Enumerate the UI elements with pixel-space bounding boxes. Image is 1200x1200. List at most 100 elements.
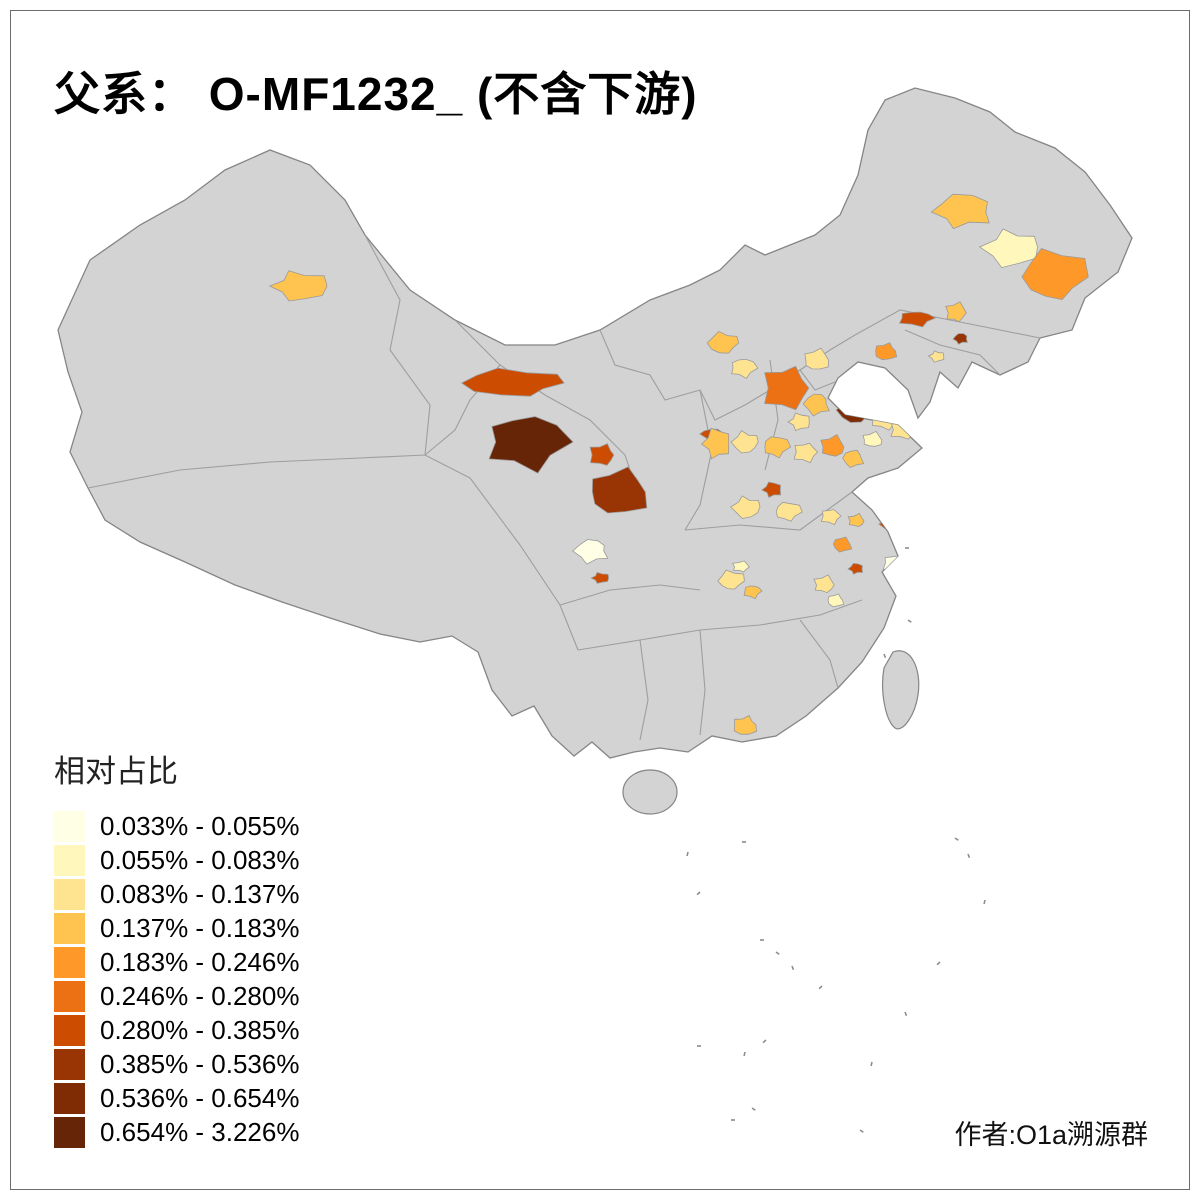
legend-swatch [54, 946, 85, 978]
map-region [875, 342, 898, 361]
legend-class-label: 0.055% - 0.083% [100, 844, 300, 875]
legend-class-label: 0.137% - 0.183% [100, 912, 300, 943]
map-region [842, 449, 865, 468]
map-region [978, 228, 1038, 269]
map-region [804, 347, 829, 370]
hainan-island [622, 769, 678, 815]
islet [859, 1129, 864, 1133]
map-region [764, 365, 810, 411]
map-region [764, 436, 792, 459]
islet [954, 837, 959, 841]
map-region [268, 270, 328, 302]
map-region [827, 593, 845, 608]
map-region [460, 367, 565, 397]
islet [818, 985, 823, 990]
legend-row: 0.083% - 0.137% [54, 877, 299, 911]
islet [696, 891, 701, 896]
legend-class-label: 0.536% - 0.654% [100, 1082, 300, 1113]
map-region [590, 572, 610, 584]
map-region [945, 301, 967, 323]
legend-class-label: 0.083% - 0.137% [100, 878, 300, 909]
legend-row: 0.183% - 0.246% [54, 945, 299, 979]
map-region [898, 311, 937, 328]
islet [870, 1061, 873, 1067]
legend-class-label: 0.654% - 3.226% [100, 1116, 300, 1147]
legend-row: 0.033% - 0.055% [54, 809, 299, 843]
china-mainland-shape [57, 87, 1133, 759]
islet [775, 951, 780, 955]
islet [983, 899, 986, 905]
map-region [761, 481, 782, 498]
map-region [927, 350, 945, 363]
map-region [820, 433, 845, 457]
legend-swatch [54, 810, 85, 842]
map-region [862, 430, 883, 447]
map-region [743, 585, 763, 600]
legend-row: 0.246% - 0.280% [54, 979, 299, 1013]
map-region [589, 443, 615, 466]
map-region [930, 193, 990, 230]
islet [762, 1039, 767, 1044]
map-region [700, 427, 730, 460]
map-region [793, 442, 819, 464]
map-region [731, 560, 750, 573]
islet [904, 1011, 908, 1017]
map-region [882, 555, 911, 574]
legend-row: 0.137% - 0.183% [54, 911, 299, 945]
map-region [802, 393, 830, 417]
legend-row: 0.280% - 0.385% [54, 1013, 299, 1047]
colored-prefectures [268, 193, 1089, 735]
map-region [591, 466, 648, 514]
map-region [847, 512, 865, 528]
legend-title: 相对占比 [54, 754, 178, 789]
map-region [733, 715, 757, 735]
map-region [730, 495, 761, 519]
attribution: 作者:O1a溯源群 [954, 1120, 1148, 1150]
map-region [952, 333, 968, 345]
map-region [867, 481, 897, 502]
legend-class-label: 0.385% - 0.536% [100, 1048, 300, 1079]
legend-swatch [54, 878, 85, 910]
legend-row: 0.055% - 0.083% [54, 843, 299, 877]
legend-row: 0.385% - 0.536% [54, 1047, 299, 1081]
legend-row: 0.654% - 3.226% [54, 1115, 299, 1149]
map-region [775, 501, 803, 522]
legend-class-label: 0.183% - 0.246% [100, 946, 300, 977]
legend-class-label: 0.033% - 0.055% [100, 810, 300, 841]
islet [751, 1107, 756, 1111]
map-region [488, 416, 574, 474]
map-region [731, 358, 759, 380]
map-region [572, 539, 609, 565]
islet [936, 961, 941, 966]
legend-swatch [54, 1014, 85, 1046]
legend: 相对占比 0.033% - 0.055% 0.055% - 0.083% 0.083… [54, 746, 299, 1149]
legend-class-label: 0.246% - 0.280% [100, 980, 300, 1011]
islet [743, 1051, 746, 1057]
map-region [820, 509, 842, 526]
islet [883, 653, 887, 659]
legend-swatch [54, 1048, 85, 1080]
map-region [717, 569, 745, 590]
legend-swatch [54, 912, 85, 944]
legend-class-label: 0.280% - 0.385% [100, 1014, 300, 1045]
legend-swatch [54, 1082, 85, 1114]
legend-row: 0.536% - 0.654% [54, 1081, 299, 1115]
legend-swatch [54, 844, 85, 876]
map-region [1021, 248, 1089, 300]
map-region [730, 430, 759, 454]
islet [967, 853, 971, 859]
islet [907, 619, 912, 623]
map-region [706, 331, 740, 354]
legend-swatch [54, 980, 85, 1012]
islet [686, 851, 689, 857]
map-region [787, 412, 810, 432]
map-region [813, 574, 835, 594]
south-china-sea-islets [686, 547, 986, 1133]
islet [791, 965, 795, 971]
legend-rows: 0.033% - 0.055% 0.055% - 0.083% 0.083% - 0… [54, 809, 299, 1149]
map-region [847, 562, 864, 575]
page-title: 父系： O-MF1232_ (不含下游) [54, 68, 698, 120]
legend-swatch [54, 1116, 85, 1148]
